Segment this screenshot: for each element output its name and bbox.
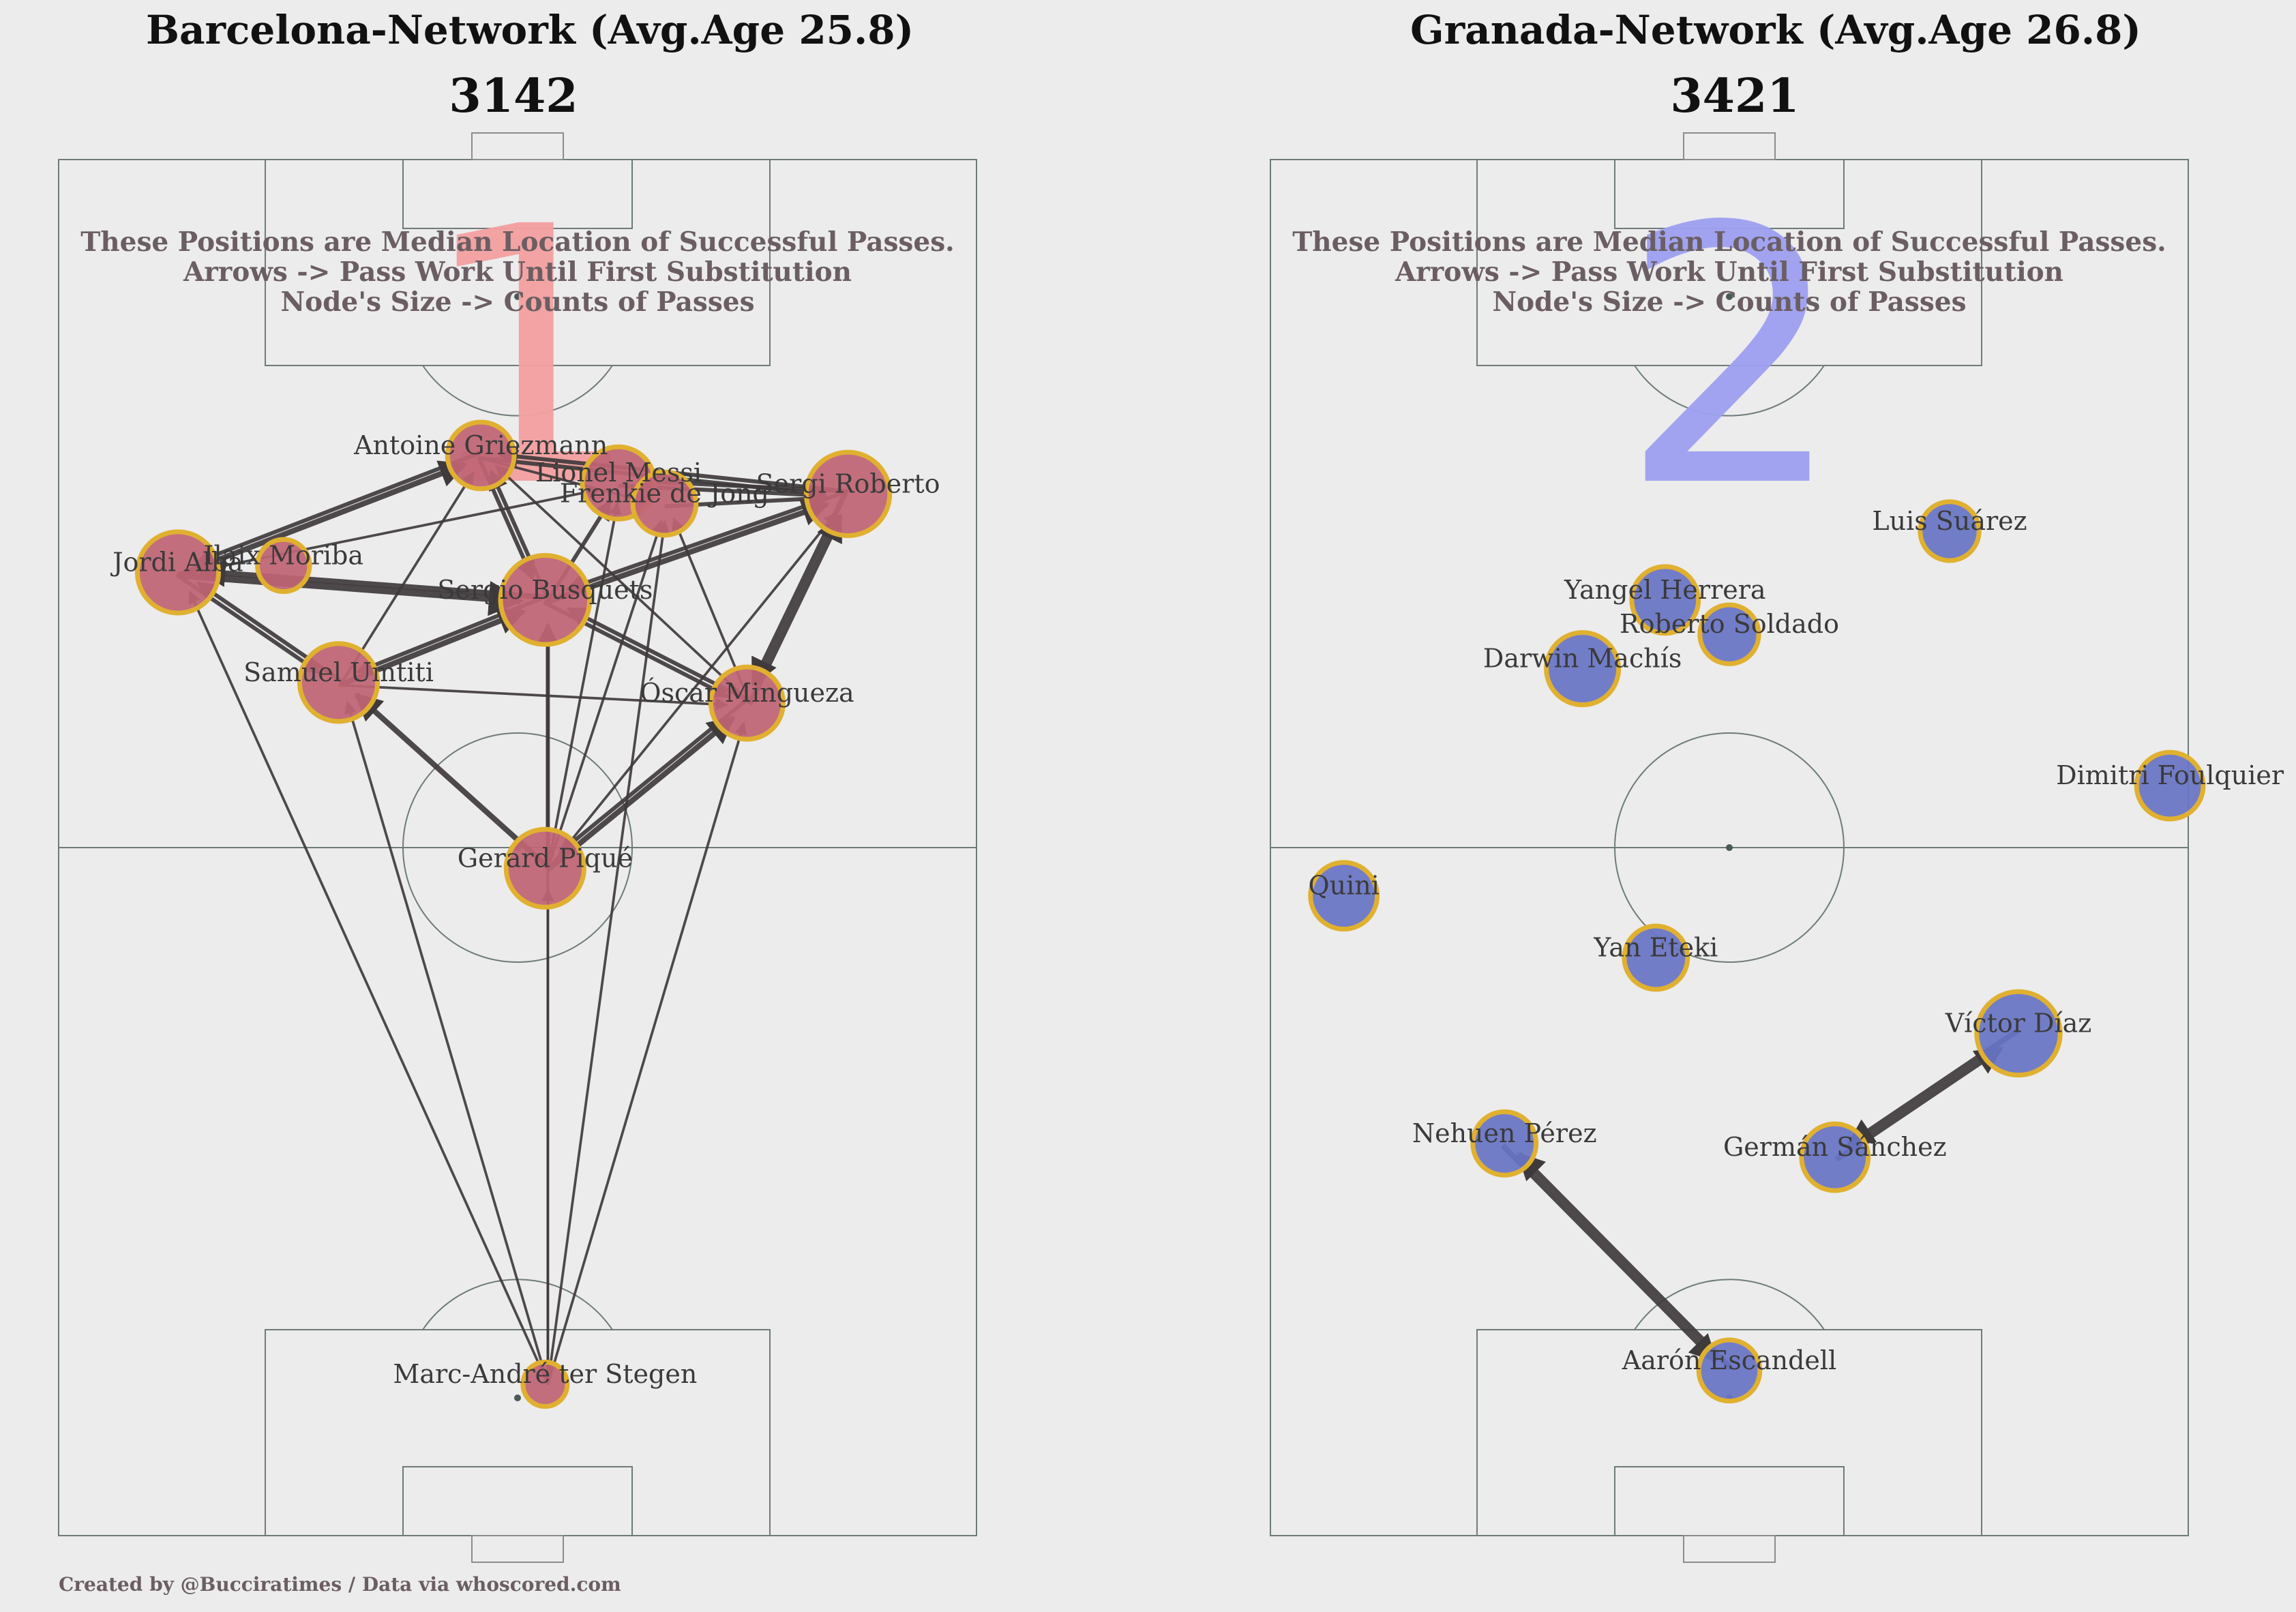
credit-footer: Created by @Bucciratimes / Data via whos… bbox=[59, 1573, 621, 1596]
barcelona-note-1: These Positions are Median Location of S… bbox=[80, 226, 954, 258]
player-label-mingueza: Óscar Mingueza bbox=[640, 678, 854, 708]
player-node-machis bbox=[1544, 630, 1622, 708]
player-node-griezmann bbox=[445, 419, 517, 492]
granada-note-1: These Positions are Median Location of S… bbox=[1292, 226, 2166, 258]
pass-arrow-mingueza-to-griezmann bbox=[495, 464, 750, 702]
pass-arrow-terstegen-to-alba bbox=[188, 590, 549, 1384]
player-node-umtiti bbox=[297, 641, 381, 724]
pass-arrow-alba-to-busquets bbox=[177, 571, 524, 616]
pass-arrow-pique-to-umtiti bbox=[354, 692, 549, 869]
granada-note-3: Node's Size -> Counts of Passes bbox=[1492, 286, 1966, 318]
player-label-busquets: Sergio Busquets bbox=[437, 575, 653, 605]
pass-arrow-terstegen-to-mingueza bbox=[546, 721, 747, 1386]
player-node-busquets bbox=[498, 552, 593, 647]
player-node-sanchez bbox=[1799, 1121, 1871, 1193]
pass-arrow-umtiti-to-mingueza bbox=[338, 683, 729, 711]
player-node-perez bbox=[1470, 1109, 1539, 1178]
barcelona-note-3: Node's Size -> Counts of Passes bbox=[280, 286, 754, 318]
granada-player-labels: Luis Suárez Yangel Herrera Roberto Soldado… bbox=[1308, 506, 2284, 1375]
player-label-roberto: Sergi Roberto bbox=[756, 468, 940, 498]
pass-arrow-griezmann-to-alba bbox=[196, 451, 481, 565]
player-node-foulquier bbox=[2134, 749, 2206, 822]
pass-arrow-pique-to-dejong bbox=[546, 520, 664, 870]
pass-arrow-terstegen-to-umtiti bbox=[344, 701, 549, 1384]
player-node-soldado bbox=[1697, 602, 1761, 666]
player-node-quini bbox=[1308, 860, 1380, 932]
player-label-escandell: Aarón Escandell bbox=[1622, 1345, 1836, 1375]
pass-arrow-roberto-to-busquets bbox=[565, 489, 848, 593]
pass-arrow-pique-to-messi bbox=[546, 501, 622, 869]
player-node-suarez bbox=[1918, 499, 1982, 563]
granada-pass-arrows bbox=[1500, 1028, 2019, 1371]
player-label-machis: Darwin Machís bbox=[1483, 644, 1682, 674]
pass-arrow-alba-to-griezmann bbox=[177, 460, 468, 578]
player-node-roberto bbox=[803, 449, 893, 539]
granada-player-nodes bbox=[1308, 499, 2206, 1404]
pass-arrow-escandell-to-perez bbox=[1517, 1152, 1733, 1371]
player-node-eteki bbox=[1622, 923, 1690, 992]
granada-notes: These Positions are Median Location of S… bbox=[1292, 226, 2166, 318]
player-label-umtiti: Samuel Umtiti bbox=[243, 657, 434, 687]
pass-arrow-terstegen-to-dejong bbox=[546, 520, 670, 1385]
barcelona-note-2: Arrows -> Pass Work Until First Substitu… bbox=[183, 256, 852, 288]
barcelona-pitch bbox=[58, 132, 977, 1563]
player-label-messi: Lionel Messi bbox=[535, 458, 702, 488]
player-label-suarez: Luis Suárez bbox=[1872, 506, 2027, 536]
player-label-dejong: Frenkie de Jong bbox=[560, 479, 769, 509]
player-node-dejong bbox=[630, 469, 699, 538]
player-node-escandell bbox=[1696, 1337, 1763, 1404]
granada-big-number: 2 bbox=[1620, 151, 1845, 565]
pass-arrow-perez-to-escandell bbox=[1500, 1143, 1718, 1363]
player-label-moriba: Ilaix Moriba bbox=[203, 540, 363, 570]
player-node-herrera bbox=[1629, 564, 1701, 636]
player-label-foulquier: Dimitri Foulquier bbox=[2056, 760, 2284, 790]
player-node-moriba bbox=[255, 537, 312, 595]
player-label-soldado: Roberto Soldado bbox=[1620, 609, 1839, 639]
player-label-sanchez: Germán Sánchez bbox=[1723, 1132, 1947, 1162]
pass-arrow-alba-to-messi bbox=[178, 486, 601, 577]
player-label-terstegen: Marc-André ter Stegen bbox=[393, 1359, 697, 1389]
player-label-herrera: Yangel Herrera bbox=[1564, 575, 1766, 605]
player-node-diaz bbox=[1974, 989, 2063, 1078]
granada-title: Granada-Network (Avg.Age 26.8) bbox=[1410, 7, 2141, 53]
pass-arrow-umtiti-to-griezmann bbox=[340, 471, 475, 685]
player-label-griezmann: Antoine Griezmann bbox=[353, 430, 608, 460]
pass-arrow-pique-to-roberto bbox=[546, 512, 837, 871]
player-node-terstegen bbox=[520, 1360, 570, 1409]
player-label-quini: Quini bbox=[1308, 871, 1379, 901]
barcelona-notes: These Positions are Median Location of S… bbox=[80, 226, 954, 318]
player-label-alba: Jordi Alba bbox=[110, 547, 243, 577]
player-label-pique: Gerard Piqué bbox=[458, 843, 633, 873]
player-node-alba bbox=[134, 529, 222, 616]
granada-formation: 3421 bbox=[1670, 69, 1799, 123]
player-node-pique bbox=[503, 826, 586, 910]
barcelona-panel: Barcelona-Network (Avg.Age 25.8) 3142 1 bbox=[58, 7, 977, 1563]
player-node-mingueza bbox=[709, 664, 786, 742]
granada-note-2: Arrows -> Pass Work Until First Substitu… bbox=[1395, 256, 2063, 288]
barcelona-title: Barcelona-Network (Avg.Age 25.8) bbox=[146, 7, 914, 53]
granada-panel: Granada-Network (Avg.Age 26.8) 3421 2 bbox=[1270, 7, 2284, 1563]
barcelona-formation: 3142 bbox=[449, 69, 578, 123]
player-label-perez: Nehuen Pérez bbox=[1412, 1118, 1597, 1148]
player-label-eteki: Yan Eteki bbox=[1593, 932, 1718, 962]
player-label-diaz: Víctor Díaz bbox=[1945, 1008, 2092, 1038]
barcelona-player-nodes bbox=[134, 419, 893, 1409]
